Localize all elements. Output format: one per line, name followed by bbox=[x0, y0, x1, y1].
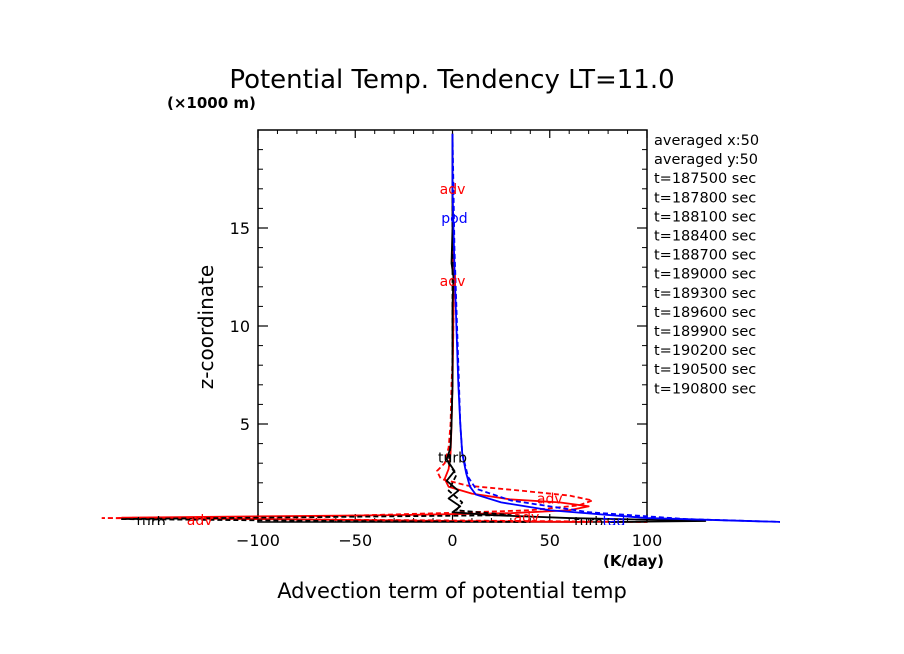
curve-label: pod bbox=[441, 211, 467, 227]
x-tick-label: 50 bbox=[540, 531, 560, 550]
curve-label: adv bbox=[440, 182, 466, 198]
y-tick-label: 5 bbox=[240, 415, 250, 434]
info-line: t=189000 sec bbox=[654, 267, 756, 283]
series-line-turb-3 bbox=[120, 133, 531, 523]
info-line: t=188400 sec bbox=[654, 229, 756, 245]
info-line: t=187500 sec bbox=[654, 171, 756, 187]
series-line-adv-1 bbox=[101, 133, 648, 523]
info-line: t=190200 sec bbox=[654, 343, 756, 359]
series-line-turb-2 bbox=[445, 133, 707, 523]
x-tick-label: 100 bbox=[632, 531, 663, 550]
curve-label: adv bbox=[514, 510, 540, 526]
curve-label: adv bbox=[537, 491, 563, 507]
curve-label: tad bbox=[602, 514, 625, 530]
curve-label: adv bbox=[440, 274, 466, 290]
info-panel: averaged x:50 averaged y:50 t=187500 sec t=… bbox=[654, 133, 759, 397]
x-tick-label: 0 bbox=[447, 531, 457, 550]
x-tick-label: −100 bbox=[236, 531, 280, 550]
info-line: t=188100 sec bbox=[654, 209, 756, 225]
x-axis-label: Advection term of potential temp bbox=[277, 579, 627, 603]
curve-label: turb bbox=[137, 515, 166, 531]
x-tick-label: −50 bbox=[338, 531, 372, 550]
info-line: t=190500 sec bbox=[654, 362, 756, 378]
info-line: t=189600 sec bbox=[654, 305, 756, 321]
chart-title: Potential Temp. Tendency LT=11.0 bbox=[229, 65, 674, 95]
info-line: averaged x:50 bbox=[654, 133, 759, 149]
y-axis-label: z-coordinate bbox=[194, 265, 218, 389]
y-axis-unit: (×1000 m) bbox=[167, 94, 256, 112]
curve-label: turb bbox=[574, 515, 603, 531]
curve-label: adv bbox=[187, 513, 213, 529]
series-layer bbox=[101, 133, 780, 523]
series-line-adv-0 bbox=[120, 133, 590, 523]
info-line: t=187800 sec bbox=[654, 190, 756, 206]
info-line: t=189300 sec bbox=[654, 286, 756, 302]
info-line: t=190800 sec bbox=[654, 381, 756, 397]
x-axis-unit: (K/day) bbox=[603, 552, 664, 570]
info-line: t=189900 sec bbox=[654, 324, 756, 340]
y-tick-label: 10 bbox=[230, 317, 250, 336]
info-line: averaged y:50 bbox=[654, 152, 758, 168]
curve-label: turb bbox=[438, 450, 467, 466]
y-tick-label: 15 bbox=[230, 219, 250, 238]
info-line: t=188700 sec bbox=[654, 248, 756, 264]
series-line-total-5 bbox=[451, 133, 780, 523]
